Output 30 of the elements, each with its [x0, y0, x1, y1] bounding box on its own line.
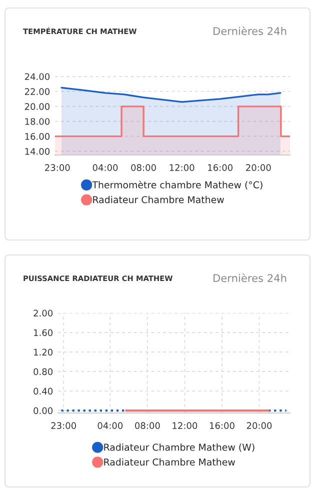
chart-subtitle: Dernières 24h: [214, 273, 286, 282]
y-tick-label: 1.20: [34, 348, 53, 356]
x-tick-label: 12:00: [172, 422, 198, 430]
chart-subtitle: Dernières 24h: [214, 26, 286, 36]
y-tick-label: 16.00: [25, 133, 50, 140]
y-tick-label: 1.60: [34, 329, 53, 336]
x-tick-label: 20:00: [246, 422, 272, 430]
y-tick-label: 0.00: [34, 407, 53, 414]
y-tick-label: 20.00: [24, 103, 50, 110]
y-tick-label: 14.00: [25, 148, 50, 155]
y-tick-label: 0.80: [34, 368, 53, 376]
x-tick-label: 16:00: [210, 422, 234, 430]
x-tick-label: 23:00: [51, 422, 76, 430]
x-tick-label: 04:00: [92, 164, 118, 172]
x-tick-label: 08:00: [135, 422, 160, 430]
x-tick-label: 16:00: [208, 164, 233, 172]
x-tick-label: 04:00: [98, 422, 123, 430]
legend-label: Thermomètre chambre Mathew (°C): [92, 180, 262, 190]
y-tick-label: 2.00: [34, 310, 53, 317]
legend-label: Radiateur Chambre Mathew: [104, 458, 236, 466]
legend-label: Radiateur Chambre Mathew: [93, 196, 224, 204]
y-tick-label: 18.00: [25, 118, 50, 125]
y-tick-label: 0.40: [34, 388, 53, 395]
x-tick-label: 23:00: [45, 164, 70, 172]
legend-label: Radiateur Chambre Mathew (W): [104, 444, 254, 452]
y-tick-label: 24.00: [24, 73, 50, 80]
x-tick-label: 12:00: [170, 164, 194, 172]
y-tick-label: 22.00: [24, 88, 50, 96]
x-tick-label: 08:00: [131, 164, 156, 172]
x-tick-label: 20:00: [246, 164, 271, 172]
